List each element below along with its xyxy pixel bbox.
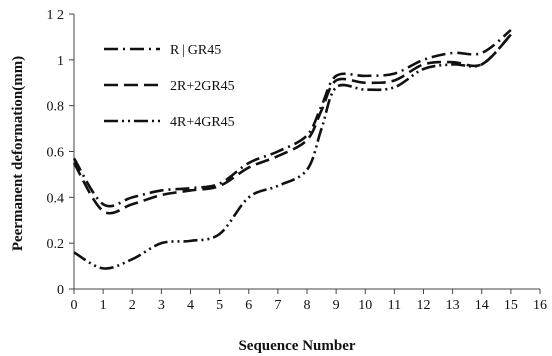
series-line-2 [72,33,512,215]
x-tick-label: 8 [304,298,311,313]
x-axis-title: Sequence Number [238,338,355,354]
series-line-1 [72,29,512,208]
y-tick-label: 0.4 [47,191,65,206]
x-tick-label: 13 [446,298,460,313]
x-tick-label: 10 [358,298,372,313]
x-tick-label: 3 [158,298,165,313]
legend-label-2: 2R+2GR45 [170,79,235,94]
y-tick-label: 1 [57,54,64,69]
x-tick-label: 4 [187,298,194,313]
x-tick-label: 16 [533,298,547,313]
x-tick-label: 12 [417,298,431,313]
x-tick-label: 0 [71,298,78,313]
x-tick-label: 6 [245,298,252,313]
y-tick-label: 0 [57,283,64,298]
x-tick-label: 1 [100,298,107,313]
legend-label-3: 4R+4GR45 [170,115,235,130]
x-tick-label: 15 [504,298,518,313]
x-tick-label: 14 [475,298,489,313]
x-tick-label: 11 [388,298,401,313]
x-tick-label: 7 [274,298,281,313]
x-tick-label: 5 [216,298,223,313]
legend-label-1: R | GR45 [170,43,221,58]
x-tick-label: 9 [333,298,340,313]
x-tick-label: 2 [129,298,136,313]
series-line-3 [73,33,512,270]
y-tick-label: 0.8 [47,100,65,115]
y-axis-title: Peermanent deformation(mm) [10,56,26,251]
y-tick-label: 0.6 [47,146,65,161]
y-tick-label: 1 2 [47,8,65,23]
y-tick-label: 0.2 [47,237,65,252]
